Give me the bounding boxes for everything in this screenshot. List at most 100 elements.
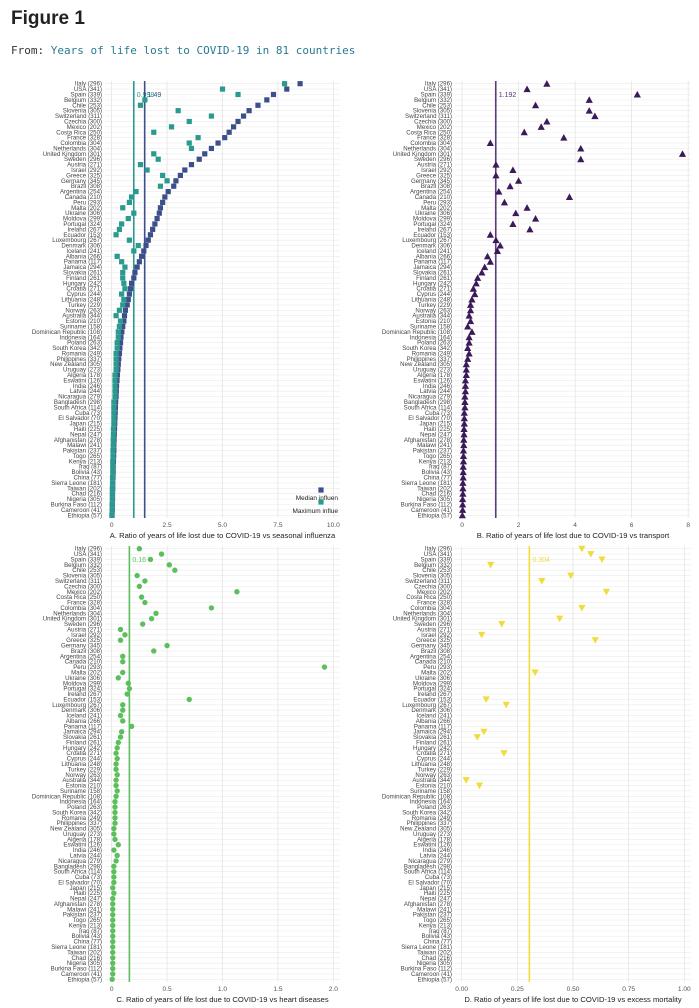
data-point xyxy=(126,237,132,243)
chart-panel-d: 0.00 0.25 0.50 0.75 1.00 Italy (296)USA (341)… xyxy=(382,545,691,1004)
data-point xyxy=(125,215,131,222)
data-point xyxy=(486,258,494,265)
category-label: Cameroon (41) xyxy=(411,507,452,514)
data-point xyxy=(112,388,118,394)
data-point xyxy=(215,140,221,146)
category-label: Mexico (202) xyxy=(417,124,452,131)
category-label: Haiti (225) xyxy=(424,890,452,897)
data-point xyxy=(481,263,489,271)
data-point xyxy=(111,420,117,427)
data-point xyxy=(121,296,127,303)
data-point xyxy=(115,842,122,848)
data-point xyxy=(585,107,593,114)
data-point xyxy=(460,419,468,427)
reference-line-label: 0.16 xyxy=(132,557,146,564)
category-label: Czechia (300) xyxy=(64,118,102,125)
data-point xyxy=(459,500,467,508)
data-point xyxy=(264,97,270,103)
category-label: Lithuania (248) xyxy=(61,297,102,304)
data-point xyxy=(131,210,137,216)
source-article-link[interactable]: Years of life lost to COVID-19 in 81 cou… xyxy=(50,44,356,57)
data-point xyxy=(598,556,606,564)
data-point xyxy=(131,275,137,281)
category-label: Austria (271) xyxy=(67,626,102,633)
data-point xyxy=(478,631,486,639)
category-label: Ethiopia (57) xyxy=(67,976,102,983)
data-point xyxy=(462,777,470,784)
data-point xyxy=(113,858,119,864)
category-label: Panama (117) xyxy=(414,259,452,266)
data-point xyxy=(188,145,195,152)
category-label: Pakistan (237) xyxy=(413,912,452,919)
data-point xyxy=(591,637,599,644)
category-label: Hungary (242) xyxy=(63,745,102,752)
data-point xyxy=(602,588,610,596)
data-point xyxy=(111,847,117,853)
category-label: Bangladesh (298) xyxy=(54,863,102,870)
category-label: Belgium (332) xyxy=(64,97,102,104)
category-label: Taiwan (202) xyxy=(417,949,452,956)
category-label: Estonia (210) xyxy=(66,318,102,325)
data-point xyxy=(459,495,467,503)
data-point xyxy=(110,955,116,961)
data-point xyxy=(160,172,166,179)
chart-panel-b: 0 2 4 6 8 Italy (296)USA (341)Spain (339)Belg… xyxy=(382,80,691,540)
category-label: Pakistan (237) xyxy=(63,912,102,919)
data-point xyxy=(112,804,118,810)
category-label: Nepal (247) xyxy=(420,431,452,438)
category-label: Afghanistan (278) xyxy=(404,437,452,444)
category-label: Philippines (337) xyxy=(407,356,452,363)
category-label: Turkey (229) xyxy=(418,302,452,309)
category-label: Ireland (267) xyxy=(67,691,102,698)
data-point xyxy=(126,685,133,692)
category-label: Afghanistan (278) xyxy=(54,901,102,908)
category-label: Ukraine (306) xyxy=(415,210,452,217)
category-label: Malawi (241) xyxy=(67,442,102,449)
data-point xyxy=(113,313,119,319)
data-point xyxy=(186,140,192,146)
category-label: Costa Rica (250) xyxy=(56,594,102,601)
data-point xyxy=(111,399,117,405)
data-point xyxy=(127,286,134,292)
data-point xyxy=(115,334,121,340)
x-tick-label: 7.5 xyxy=(273,522,282,529)
category-label: Iraq (87) xyxy=(79,928,102,935)
data-point xyxy=(151,648,157,654)
data-point xyxy=(120,707,126,713)
category-label: Estonia (210) xyxy=(416,318,452,325)
category-label: Malawi (241) xyxy=(67,906,102,913)
data-point xyxy=(144,167,150,173)
category-label: Switzerland (311) xyxy=(55,113,102,120)
category-label: Colombia (304) xyxy=(410,140,452,147)
category-label: Malta (202) xyxy=(421,205,452,212)
category-label: Finland (261) xyxy=(416,275,452,282)
category-label: Peru (293) xyxy=(423,664,452,671)
data-point xyxy=(119,221,125,227)
data-point xyxy=(126,199,132,205)
category-label: Pakistan (237) xyxy=(413,448,452,455)
category-label: Nigeria (305) xyxy=(67,496,102,503)
category-label: Chile (253) xyxy=(72,567,102,574)
data-point xyxy=(120,669,126,676)
data-point xyxy=(120,323,126,330)
category-label: Moldova (299) xyxy=(63,680,102,687)
category-label: Japan (215) xyxy=(69,885,102,892)
data-point xyxy=(136,259,142,265)
category-label: Argentina (254) xyxy=(60,653,102,660)
data-point xyxy=(138,594,145,600)
x-axis-title: C. Ratio of years of life lost due to CO… xyxy=(116,995,329,1004)
category-label: Croatia (271) xyxy=(66,286,102,293)
data-point xyxy=(246,108,252,114)
category-label: Nepal (247) xyxy=(70,896,102,903)
category-label: Israel (292) xyxy=(71,167,102,174)
data-point xyxy=(255,102,261,108)
data-point xyxy=(110,453,116,459)
data-point xyxy=(151,129,157,135)
data-point xyxy=(464,355,472,362)
data-point xyxy=(120,702,126,708)
category-label: Luxembourg (267) xyxy=(402,237,452,244)
category-label: Panama (117) xyxy=(414,723,452,730)
data-point xyxy=(460,436,468,443)
category-label: Colombia (304) xyxy=(60,605,102,612)
data-point xyxy=(208,145,215,152)
